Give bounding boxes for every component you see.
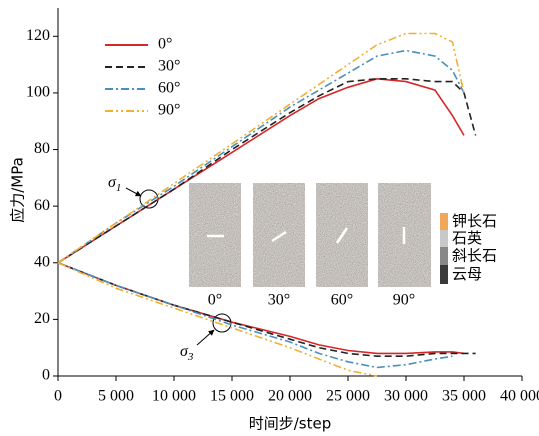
arrow bbox=[125, 187, 142, 197]
annotation: σ3 bbox=[180, 343, 194, 363]
y-tick-label: 40 bbox=[34, 253, 50, 270]
x-tick-label: 25 000 bbox=[326, 388, 370, 405]
x-tick-label: 40 000 bbox=[500, 388, 539, 405]
series-line bbox=[57, 78, 477, 264]
y-tick-label: 20 bbox=[34, 310, 50, 327]
inset-label: 0° bbox=[208, 292, 222, 309]
mineral-swatch bbox=[440, 213, 448, 230]
legend-label: 0° bbox=[158, 36, 172, 53]
x-tick-label: 10 000 bbox=[152, 388, 196, 405]
x-tick-label: 15 000 bbox=[210, 388, 254, 405]
series-line bbox=[57, 32, 465, 264]
mineral-label: 钾长石 bbox=[452, 212, 497, 230]
annotation-symbol: σ bbox=[180, 343, 189, 360]
legend-label: 30° bbox=[158, 58, 180, 75]
crack bbox=[335, 227, 349, 244]
y-tick-label: 80 bbox=[34, 140, 50, 157]
annotation-subscript: 1 bbox=[116, 182, 122, 194]
mineral-swatch bbox=[440, 247, 448, 265]
arrow bbox=[196, 329, 215, 346]
mineral-label: 云母 bbox=[452, 265, 482, 283]
inset-label: 60° bbox=[331, 292, 353, 309]
x-tick-label: 20 000 bbox=[268, 388, 312, 405]
crack bbox=[271, 230, 287, 243]
mineral-label: 斜长石 bbox=[452, 247, 497, 265]
mineral-swatch bbox=[440, 265, 448, 284]
annotation-symbol: σ bbox=[108, 174, 117, 191]
series-line bbox=[57, 49, 465, 264]
y-tick-label: 0 bbox=[42, 367, 50, 384]
mineral-swatch bbox=[440, 230, 448, 247]
inset-label: 90° bbox=[393, 292, 415, 309]
legend-label: 60° bbox=[158, 80, 180, 97]
annotation-subscript: 3 bbox=[187, 351, 194, 363]
y-axis-title: 应力/MPa bbox=[9, 157, 27, 223]
y-tick-label: 120 bbox=[26, 27, 50, 44]
series-line bbox=[57, 262, 453, 369]
inset-panels bbox=[189, 183, 431, 287]
mineral-label: 石英 bbox=[452, 229, 482, 247]
legend-label: 90° bbox=[158, 102, 180, 119]
x-tick-label: 35 000 bbox=[442, 388, 486, 405]
y-tick-label: 60 bbox=[34, 197, 50, 214]
inset-label: 30° bbox=[268, 292, 290, 309]
annotation: σ1 bbox=[108, 174, 121, 194]
series-line bbox=[57, 262, 378, 377]
x-tick-label: 0 bbox=[54, 388, 62, 405]
sample-image bbox=[253, 183, 305, 287]
x-tick-label: 5 000 bbox=[98, 388, 134, 405]
marker-circle bbox=[212, 313, 232, 333]
x-axis-title: 时间步/step bbox=[249, 415, 332, 433]
x-tick-label: 30 000 bbox=[384, 388, 428, 405]
y-tick-label: 100 bbox=[26, 84, 50, 101]
